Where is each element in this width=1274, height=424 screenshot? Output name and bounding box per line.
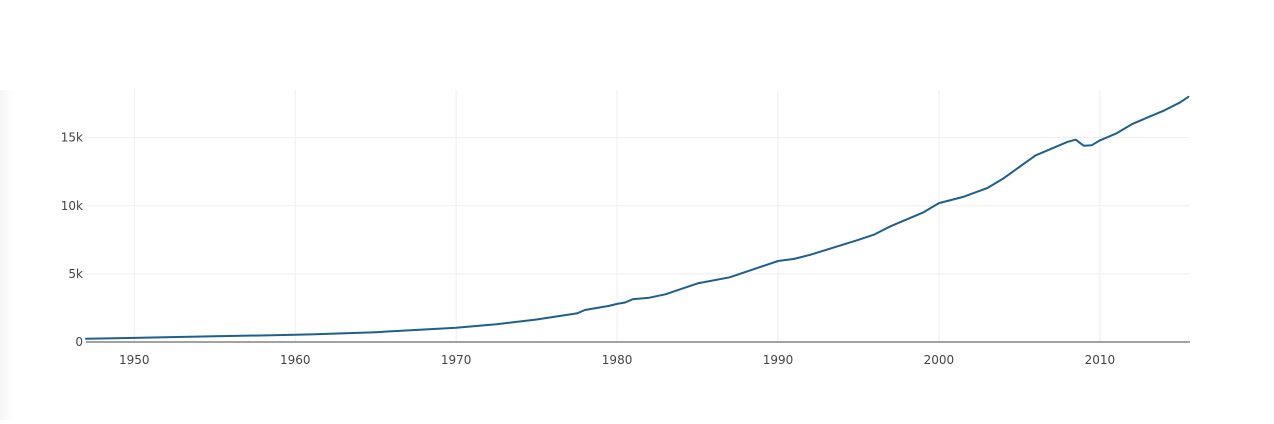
plot-area	[86, 90, 1190, 342]
left-edge-shadow	[0, 90, 14, 420]
y-tick-labels: 0 5k 10k 15k	[61, 131, 83, 349]
y-tick-label: 0	[75, 335, 83, 349]
y-tick-label: 10k	[61, 199, 83, 213]
x-tick-label: 1980	[602, 353, 633, 367]
x-tick-label: 2010	[1085, 353, 1116, 367]
y-tick-label: 15k	[61, 131, 83, 145]
y-tick-label: 5k	[68, 267, 83, 281]
x-tick-label: 1960	[280, 353, 311, 367]
x-tick-label: 1970	[441, 353, 472, 367]
series-line-0	[85, 95, 1190, 340]
x-tick-label: 1990	[763, 353, 794, 367]
x-grid	[133, 90, 1101, 342]
x-tick-label: 2000	[924, 353, 955, 367]
series-layer	[85, 95, 1190, 340]
y-grid	[86, 137, 1190, 275]
x-tick-labels: 1950 1960 1970 1980 1990 2000 2010	[119, 353, 1115, 367]
x-tick-label: 1950	[119, 353, 150, 367]
